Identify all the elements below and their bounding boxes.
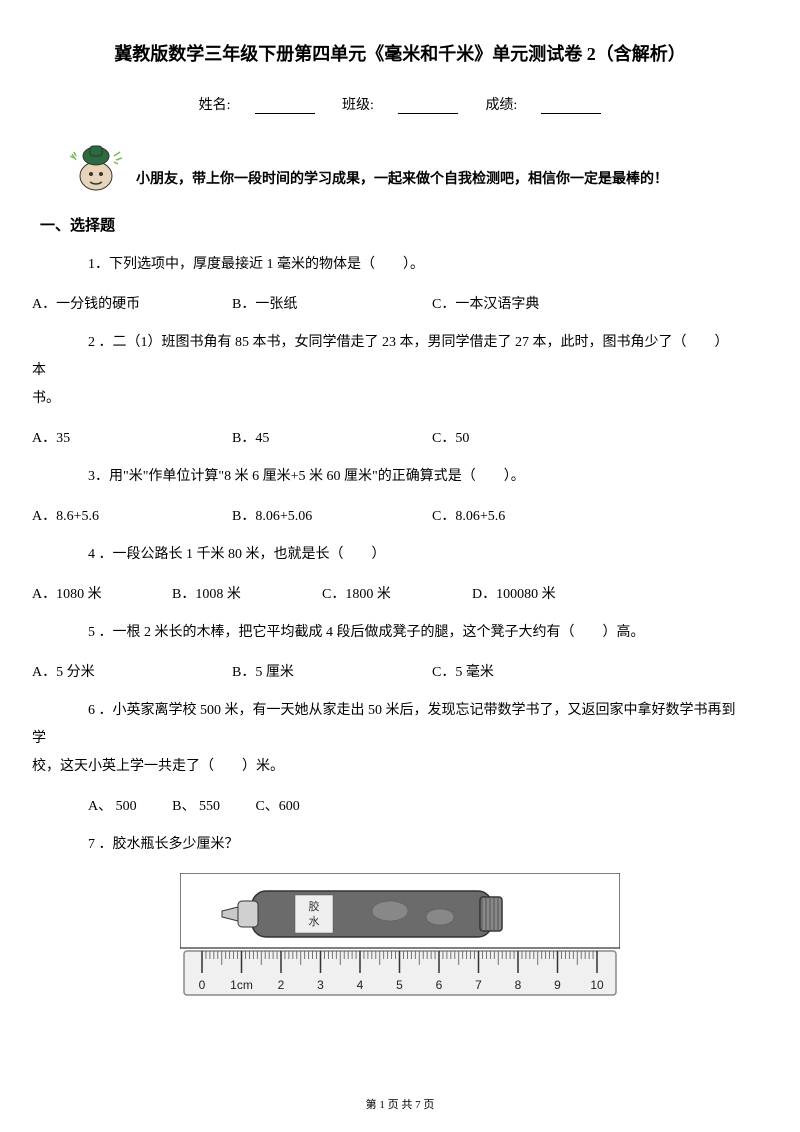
q1-opt-c: C．一本汉语字典 — [432, 293, 539, 313]
q4-opt-b: B．1008 米 — [172, 583, 322, 603]
q6-line1: 6 ．小英家离学校 500 米，有一天她从家走出 50 米后，发现忘记带数学书了… — [32, 697, 740, 753]
question-2: 2 ．二（1）班图书角有 85 本书，女同学借走了 23 本，男同学借走了 27… — [32, 329, 740, 413]
svg-text:0: 0 — [199, 978, 206, 992]
q4-opt-d: D．100080 米 — [472, 583, 556, 603]
q2-line1: 2 ．二（1）班图书角有 85 本书，女同学借走了 23 本，男同学借走了 27… — [32, 329, 740, 385]
score-blank — [541, 100, 601, 114]
svg-text:10: 10 — [590, 978, 604, 992]
q4-opt-c: C．1800 米 — [322, 583, 472, 603]
svg-text:8: 8 — [515, 978, 522, 992]
question-6: 6 ．小英家离学校 500 米，有一天她从家走出 50 米后，发现忘记带数学书了… — [32, 697, 740, 781]
q1-opt-b: B．一张纸 — [232, 293, 432, 313]
svg-text:7: 7 — [475, 978, 482, 992]
class-label: 班级: — [342, 98, 374, 113]
svg-text:胶: 胶 — [309, 899, 320, 913]
q5-opt-c: C．5 毫米 — [432, 661, 494, 681]
q3-opt-b: B．8.06+5.06 — [232, 505, 432, 525]
question-4: 4 ．一段公路长 1 千米 80 米，也就是长（ ） — [60, 541, 740, 569]
class-blank — [398, 100, 458, 114]
mascot-row: 小朋友，带上你一段时间的学习成果，一起来做个自我检测吧，相信你一定是最棒的！ — [70, 134, 740, 194]
question-3-options: A．8.6+5.6 B．8.06+5.06 C．8.06+5.6 — [32, 505, 740, 525]
q2-opt-b: B．45 — [232, 427, 432, 447]
svg-text:6: 6 — [436, 978, 443, 992]
score-label: 成绩: — [485, 98, 517, 113]
encourage-text: 小朋友，带上你一段时间的学习成果，一起来做个自我检测吧，相信你一定是最棒的！ — [136, 168, 668, 194]
question-3: 3．用"米"作单位计算"8 米 6 厘米+5 米 60 厘米"的正确算式是（ ）… — [60, 463, 740, 491]
svg-text:1cm: 1cm — [230, 978, 253, 992]
name-blank — [255, 100, 315, 114]
svg-text:2: 2 — [278, 978, 285, 992]
question-7: 7 ．胶水瓶长多少厘米？ — [60, 831, 740, 859]
ruler-image: 胶水 0 1cm 2 3 4 5 6 7 8 9 10 — [60, 873, 740, 1008]
page-footer: 第 1 页 共 7 页 — [0, 1096, 800, 1112]
q2-opt-c: C．50 — [432, 427, 469, 447]
q3-opt-a: A．8.6+5.6 — [32, 505, 232, 525]
q2-line2: 书。 — [32, 385, 740, 413]
question-1-options: A．一分钱的硬币 B．一张纸 C．一本汉语字典 — [32, 293, 740, 313]
svg-text:3: 3 — [317, 978, 324, 992]
question-5-options: A．5 分米 B．5 厘米 C．5 毫米 — [32, 661, 740, 681]
section-1-heading: 一、选择题 — [40, 214, 740, 235]
question-5: 5 ．一根 2 米长的木棒，把它平均截成 4 段后做成凳子的腿，这个凳子大约有（… — [60, 619, 740, 647]
student-info: 姓名: 班级: 成绩: — [60, 94, 740, 114]
question-2-options: A．35 B．45 C．50 — [32, 427, 740, 447]
q4-opt-a: A．1080 米 — [32, 583, 172, 603]
q6-opt-b: B、 550 — [172, 799, 220, 814]
svg-text:水: 水 — [309, 915, 320, 928]
svg-text:9: 9 — [554, 978, 561, 992]
q5-opt-a: A．5 分米 — [32, 661, 232, 681]
q6-opt-a: A、 500 — [88, 799, 137, 814]
q2-opt-a: A．35 — [32, 427, 232, 447]
q1-opt-a: A．一分钱的硬币 — [32, 293, 232, 313]
page-title: 冀教版数学三年级下册第四单元《毫米和千米》单元测试卷 2（含解析） — [60, 40, 740, 66]
mascot-icon — [70, 134, 122, 194]
q5-opt-b: B．5 厘米 — [232, 661, 432, 681]
question-4-options: A．1080 米 B．1008 米 C．1800 米 D．100080 米 — [32, 583, 740, 603]
q3-opt-c: C．8.06+5.6 — [432, 505, 505, 525]
name-label: 姓名: — [199, 98, 231, 113]
question-1: 1．下列选项中，厚度最接近 1 毫米的物体是（ ）。 — [60, 251, 740, 279]
svg-text:4: 4 — [357, 978, 364, 992]
question-6-options: A、 500 B、 550 C、600 — [60, 795, 740, 815]
q6-opt-c: C、600 — [255, 799, 299, 814]
svg-text:5: 5 — [396, 978, 403, 992]
q6-line2: 校，这天小英上学一共走了（ ）米。 — [32, 753, 740, 781]
